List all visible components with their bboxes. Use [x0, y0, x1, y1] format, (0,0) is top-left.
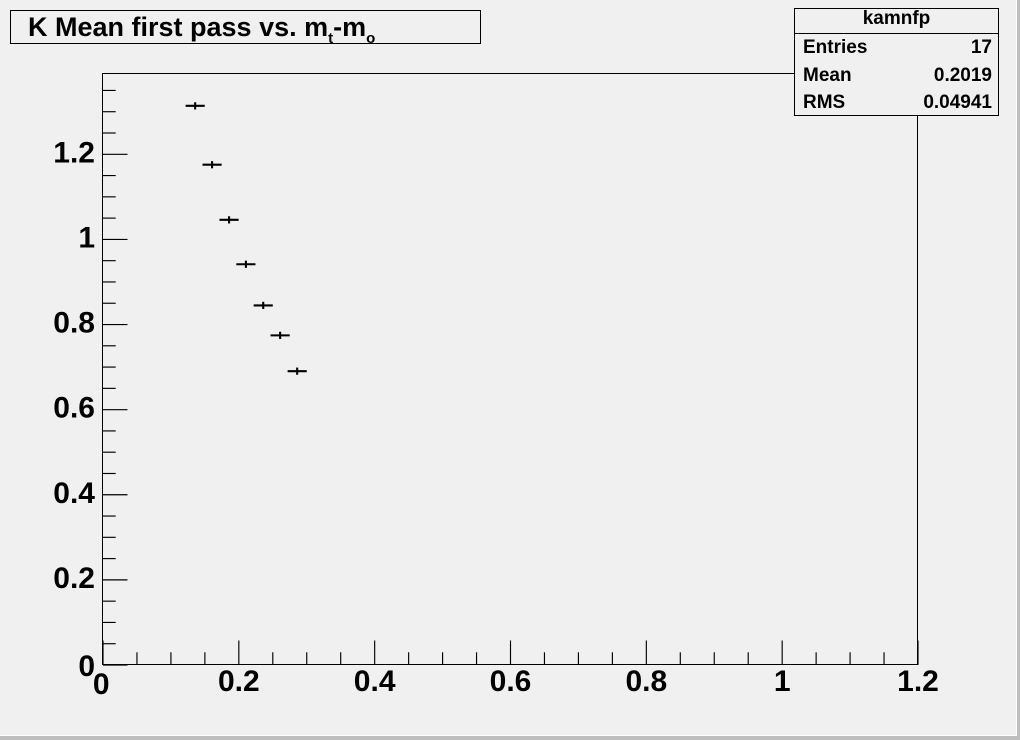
svg-text:0.2: 0.2: [53, 562, 95, 595]
svg-text:0.4: 0.4: [53, 477, 95, 510]
svg-text:1.2: 1.2: [53, 136, 95, 169]
svg-text:1: 1: [78, 221, 95, 254]
svg-text:1: 1: [774, 665, 791, 698]
svg-text:0: 0: [93, 668, 110, 701]
svg-text:0.6: 0.6: [490, 665, 532, 698]
svg-text:0.6: 0.6: [53, 392, 95, 425]
svg-text:0: 0: [78, 650, 95, 683]
svg-text:0.4: 0.4: [354, 665, 396, 698]
svg-text:0.2: 0.2: [218, 665, 260, 698]
svg-text:0.8: 0.8: [53, 307, 95, 340]
svg-text:0.8: 0.8: [625, 665, 667, 698]
svg-text:1.2: 1.2: [897, 665, 939, 698]
